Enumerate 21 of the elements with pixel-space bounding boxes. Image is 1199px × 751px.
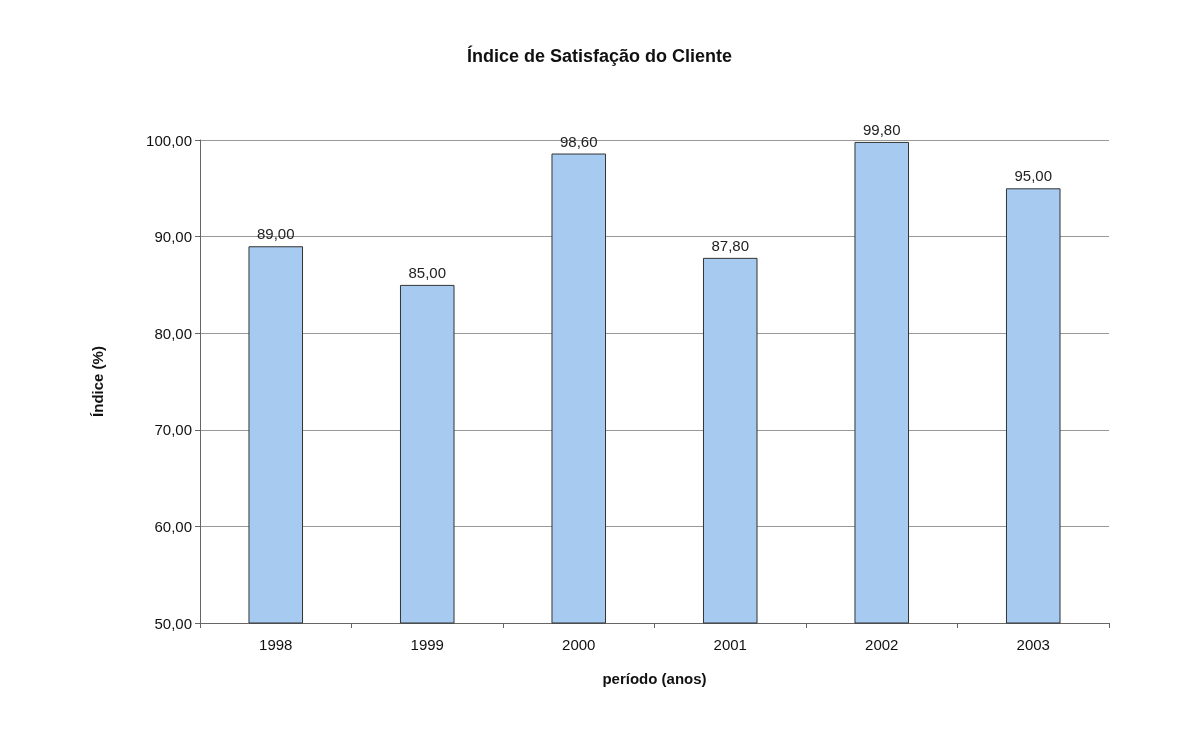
x-tick-label: 1999 bbox=[410, 636, 444, 653]
data-label: 95,00 bbox=[1014, 167, 1053, 185]
y-tick-label: 80,00 bbox=[154, 324, 192, 342]
x-tick-label: 1998 bbox=[259, 636, 293, 653]
y-tick-label: 100,00 bbox=[146, 131, 192, 149]
x-axis-title: período (anos) bbox=[602, 670, 707, 687]
x-tick-label: 2000 bbox=[562, 636, 596, 653]
y-tick-label: 60,00 bbox=[154, 517, 192, 535]
data-label: 89,00 bbox=[256, 225, 295, 243]
y-tick-label: 90,00 bbox=[154, 228, 192, 246]
data-label: 99,80 bbox=[862, 120, 901, 138]
chart-title: Índice de Satisfação do Cliente bbox=[466, 45, 733, 66]
x-tick-label: 2001 bbox=[713, 636, 747, 653]
y-axis-title: Índice (%) bbox=[89, 346, 106, 417]
data-label: 85,00 bbox=[408, 263, 447, 281]
y-tick-label: 50,00 bbox=[154, 614, 192, 632]
data-label: 98,60 bbox=[559, 132, 598, 150]
y-tick-label: 70,00 bbox=[154, 421, 192, 439]
data-label: 87,80 bbox=[711, 236, 750, 254]
x-tick-label: 2002 bbox=[865, 636, 899, 653]
x-tick-label: 2003 bbox=[1016, 636, 1050, 653]
